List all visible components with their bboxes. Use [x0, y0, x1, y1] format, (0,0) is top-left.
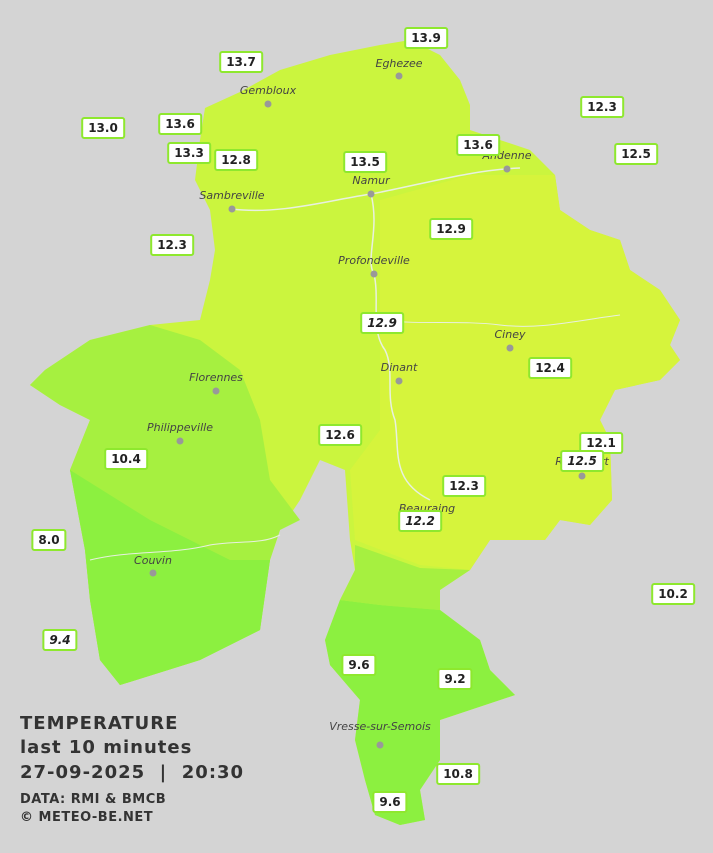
- town-label: Namur: [352, 174, 391, 187]
- temperature-label: 12.5: [614, 143, 658, 165]
- temperature-label: 12.3: [150, 234, 194, 256]
- legend-title: TEMPERATURE: [20, 713, 179, 734]
- temperature-label: 13.0: [81, 117, 125, 139]
- temperature-label: 12.3: [580, 96, 624, 118]
- temperature-label: 12.9: [429, 218, 473, 240]
- temperature-label: 9.6: [341, 654, 377, 676]
- temperature-label: 8.0: [31, 529, 67, 551]
- temperature-label: 13.5: [343, 151, 387, 173]
- town-dot: [503, 165, 511, 173]
- temperature-label: 12.2: [398, 510, 442, 532]
- town-dot: [149, 569, 157, 577]
- temperature-label: 12.1: [579, 432, 623, 454]
- town-dot: [395, 72, 403, 80]
- zone-far-south: [325, 600, 515, 825]
- town-dot: [228, 205, 236, 213]
- temperature-label: 12.4: [528, 357, 572, 379]
- town-label: Florennes: [189, 371, 243, 384]
- temperature-label: 12.8: [214, 149, 258, 171]
- temperature-label: 12.6: [318, 424, 362, 446]
- town-label: Eghezee: [376, 57, 423, 70]
- temperature-label: 13.6: [456, 134, 500, 156]
- legend-subtitle: last 10 minutes: [20, 737, 193, 758]
- temperature-label: 9.6: [372, 791, 408, 813]
- temperature-label: 12.9: [360, 312, 404, 334]
- town-dot: [578, 472, 586, 480]
- temperature-label: 13.9: [404, 27, 448, 49]
- temperature-label: 9.2: [437, 668, 473, 690]
- temperature-label: 10.4: [104, 448, 148, 470]
- town-label: Sambreville: [199, 189, 264, 202]
- town-dot: [376, 741, 384, 749]
- legend-source: DATA: RMI & BMCB: [20, 792, 167, 807]
- temperature-label: 10.2: [651, 583, 695, 605]
- temperature-label: 13.3: [167, 142, 211, 164]
- town-label: Dinant: [381, 361, 418, 374]
- town-label: Gembloux: [240, 84, 297, 97]
- town-label: Vresse-sur-Semois: [329, 720, 431, 733]
- zone-south: [340, 545, 470, 610]
- town-dot: [370, 270, 378, 278]
- temperature-label: 10.8: [436, 763, 480, 785]
- town-dot: [212, 387, 220, 395]
- town-dot: [395, 377, 403, 385]
- town-label: Couvin: [134, 554, 172, 567]
- border-line: [89, 314, 621, 561]
- legend-credit: © METEO-BE.NET: [20, 810, 154, 825]
- town-dot: [506, 344, 514, 352]
- town-dot: [264, 100, 272, 108]
- town-label: Philippeville: [147, 421, 213, 434]
- zone-southwest: [70, 470, 270, 685]
- temperature-label: 12.5: [560, 450, 604, 472]
- temperature-label: 13.6: [158, 113, 202, 135]
- town-label: Profondeville: [338, 254, 410, 267]
- temperature-label: 12.3: [442, 475, 486, 497]
- town-label: Ciney: [495, 328, 526, 341]
- town-dot: [176, 437, 184, 445]
- legend-datetime: 27-09-2025 | 20:30: [20, 762, 245, 783]
- temperature-label: 9.4: [42, 629, 78, 651]
- temperature-label: 13.7: [219, 51, 263, 73]
- town-dot: [367, 190, 375, 198]
